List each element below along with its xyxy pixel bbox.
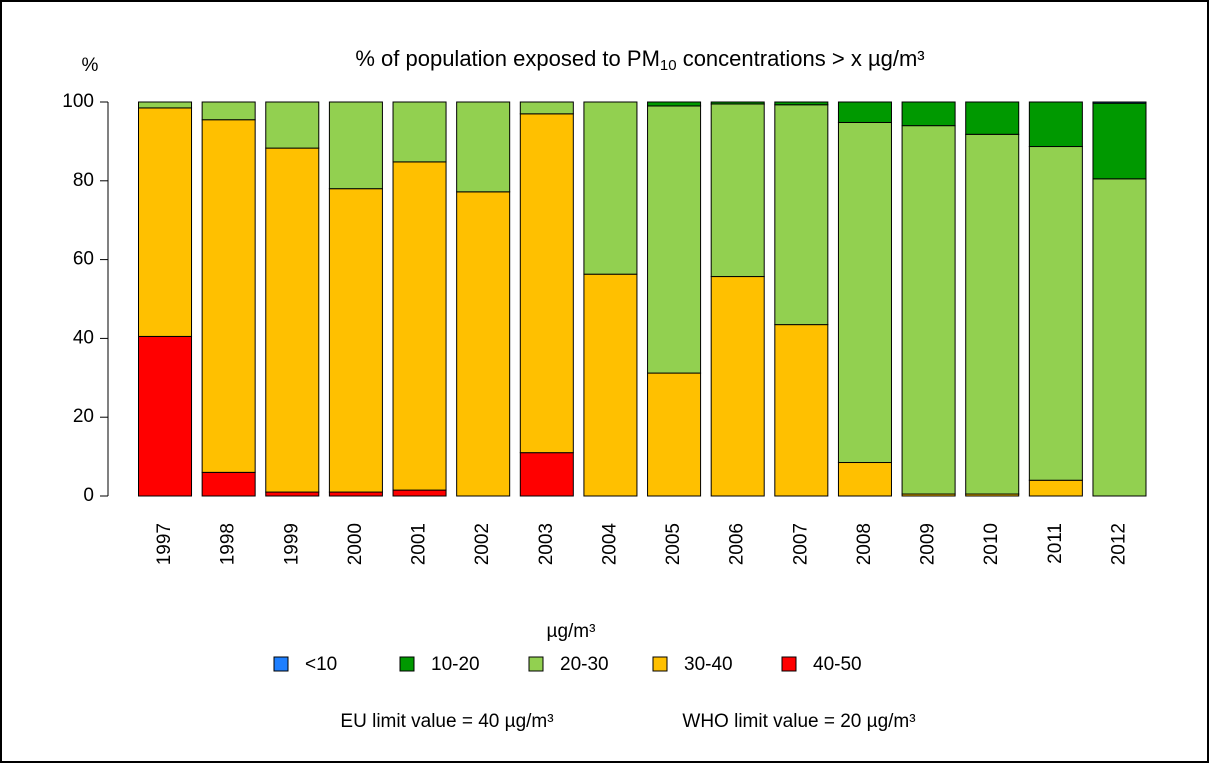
title-subscript: 10: [660, 57, 677, 74]
x-tick-label: 2007: [790, 523, 811, 565]
bar-segment: [201, 471, 256, 497]
bar-segment: [392, 489, 447, 497]
legend-swatch: [399, 656, 415, 672]
title-part: concentrations > x µg/m³: [677, 46, 925, 71]
bar-segment: [265, 147, 320, 493]
bar-segment: [138, 101, 193, 109]
legend-label: <10: [305, 654, 337, 675]
bar-segment: [138, 335, 193, 497]
bar-segment: [328, 101, 383, 190]
bar-segment: [1028, 479, 1083, 497]
bar-segment: [710, 101, 765, 105]
bar-segment: [583, 101, 638, 275]
x-tick-label: 2011: [1045, 523, 1066, 564]
x-tick-label: 2000: [345, 523, 366, 565]
note: WHO limit value = 20 µg/m³: [682, 711, 915, 732]
legend-label: 10-20: [431, 654, 480, 675]
bar-segment: [328, 491, 383, 497]
bar-segment: [1092, 102, 1147, 180]
legend-title: µg/m³: [547, 621, 596, 642]
x-tick-label: 2006: [727, 523, 748, 565]
x-tick-label: 2005: [663, 523, 684, 565]
bar-segment: [265, 101, 320, 149]
legend-label: 20-30: [560, 654, 609, 675]
y-tick-label: 20: [73, 406, 94, 427]
bar-segment: [647, 105, 702, 374]
x-tick-label: 2001: [409, 523, 430, 565]
bar-segment: [519, 101, 574, 115]
legend-swatch: [528, 656, 544, 672]
bar-segment: [774, 324, 829, 497]
x-tick-label: 2003: [536, 523, 557, 565]
bar-segment: [201, 101, 256, 121]
bar-segment: [328, 188, 383, 493]
legend-swatch: [652, 656, 668, 672]
chart-title: % of population exposed to PM10 concentr…: [355, 46, 924, 74]
bar-segment: [138, 107, 193, 337]
bar-segment: [392, 101, 447, 163]
bar-segment: [456, 191, 511, 497]
bar-segment: [456, 101, 511, 193]
bar-segment: [774, 101, 829, 106]
y-tick-label: 40: [73, 327, 94, 348]
bar-segment: [647, 372, 702, 497]
x-tick-label: 1997: [154, 523, 175, 565]
x-tick-label: 2002: [472, 523, 493, 565]
bar-segment: [837, 101, 892, 123]
x-tick-label: 1999: [281, 523, 302, 565]
bar-segment: [201, 119, 256, 473]
bar-segment: [837, 462, 892, 497]
bar-segment: [519, 113, 574, 454]
legend-label: 30-40: [684, 654, 733, 675]
y-axis-label: %: [82, 55, 99, 76]
x-tick-label: 2004: [599, 523, 620, 566]
y-tick-label: 0: [83, 485, 94, 506]
bar-segment: [965, 101, 1020, 135]
bar-segment: [583, 273, 638, 497]
bar-segment: [901, 125, 956, 495]
legend-swatch: [273, 656, 289, 672]
bar-segment: [265, 491, 320, 497]
bar-segment: [774, 104, 829, 326]
bar-segment: [1028, 146, 1083, 481]
bar-segment: [392, 161, 447, 491]
y-tick-label: 80: [73, 170, 94, 191]
x-tick-label: 2008: [854, 523, 875, 565]
bar-segment: [837, 121, 892, 464]
y-tick-label: 100: [62, 91, 94, 112]
y-tick-label: 60: [73, 249, 94, 270]
legend-label: 40-50: [813, 654, 862, 675]
bar-segment: [519, 452, 574, 497]
bar-segment: [710, 103, 765, 278]
x-tick-label: 2012: [1109, 523, 1130, 565]
note: EU limit value = 40 µg/m³: [340, 711, 553, 732]
x-tick-label: 1998: [218, 523, 239, 565]
bar-segment: [1092, 101, 1147, 104]
legend-swatch: [781, 656, 797, 672]
bar-segment: [965, 133, 1020, 495]
bar-segment: [710, 276, 765, 497]
bar-segment: [901, 101, 956, 127]
bar-segment: [1092, 178, 1147, 497]
bar-segment: [1028, 101, 1083, 148]
bar-segment: [647, 101, 702, 107]
title-part: % of population exposed to PM: [355, 46, 660, 71]
x-tick-label: 2010: [981, 523, 1002, 565]
x-tick-label: 2009: [918, 523, 939, 565]
